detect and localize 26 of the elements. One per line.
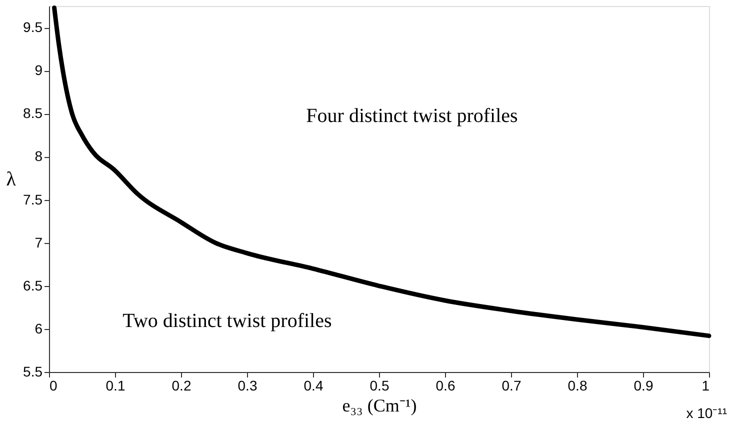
x-tick-label: 1 bbox=[702, 378, 710, 394]
x-tick-label: 0.4 bbox=[304, 378, 324, 394]
x-tick-label: 0.1 bbox=[106, 378, 126, 394]
x-tick-label: 0.8 bbox=[568, 378, 588, 394]
y-tick-label: 7 bbox=[34, 234, 43, 250]
y-axis-title: λ bbox=[6, 168, 16, 190]
y-tick-label: 5.5 bbox=[23, 364, 43, 380]
x-tick-label: 0.7 bbox=[502, 378, 522, 394]
y-tick-label: 7.5 bbox=[23, 191, 43, 208]
y-tick-label: 6 bbox=[34, 320, 43, 336]
x-tick-label: 0.5 bbox=[370, 378, 390, 394]
y-tick-label: 8.5 bbox=[23, 105, 43, 122]
y-tick-label: 9.5 bbox=[23, 19, 43, 36]
y-tick-label: 9 bbox=[34, 62, 43, 78]
text: x 10⁻¹¹ bbox=[686, 405, 728, 421]
annotation: Four distinct twist profiles bbox=[306, 104, 518, 127]
y-tick-label: 6.5 bbox=[23, 277, 43, 294]
x-tick-label: 0.2 bbox=[172, 378, 192, 394]
x-tick-label: 0 bbox=[50, 378, 58, 394]
y-tick-label: 8 bbox=[34, 148, 43, 164]
x-tick-label: 0.6 bbox=[436, 378, 456, 394]
annotation: Two distinct twist profiles bbox=[122, 310, 332, 332]
x-axis-title: e₃₃ (Cm⁻¹) bbox=[342, 396, 417, 416]
x-tick-label: 0.9 bbox=[634, 378, 654, 394]
line-series bbox=[52, 5, 712, 338]
x-tick-label: 0.3 bbox=[238, 378, 258, 394]
